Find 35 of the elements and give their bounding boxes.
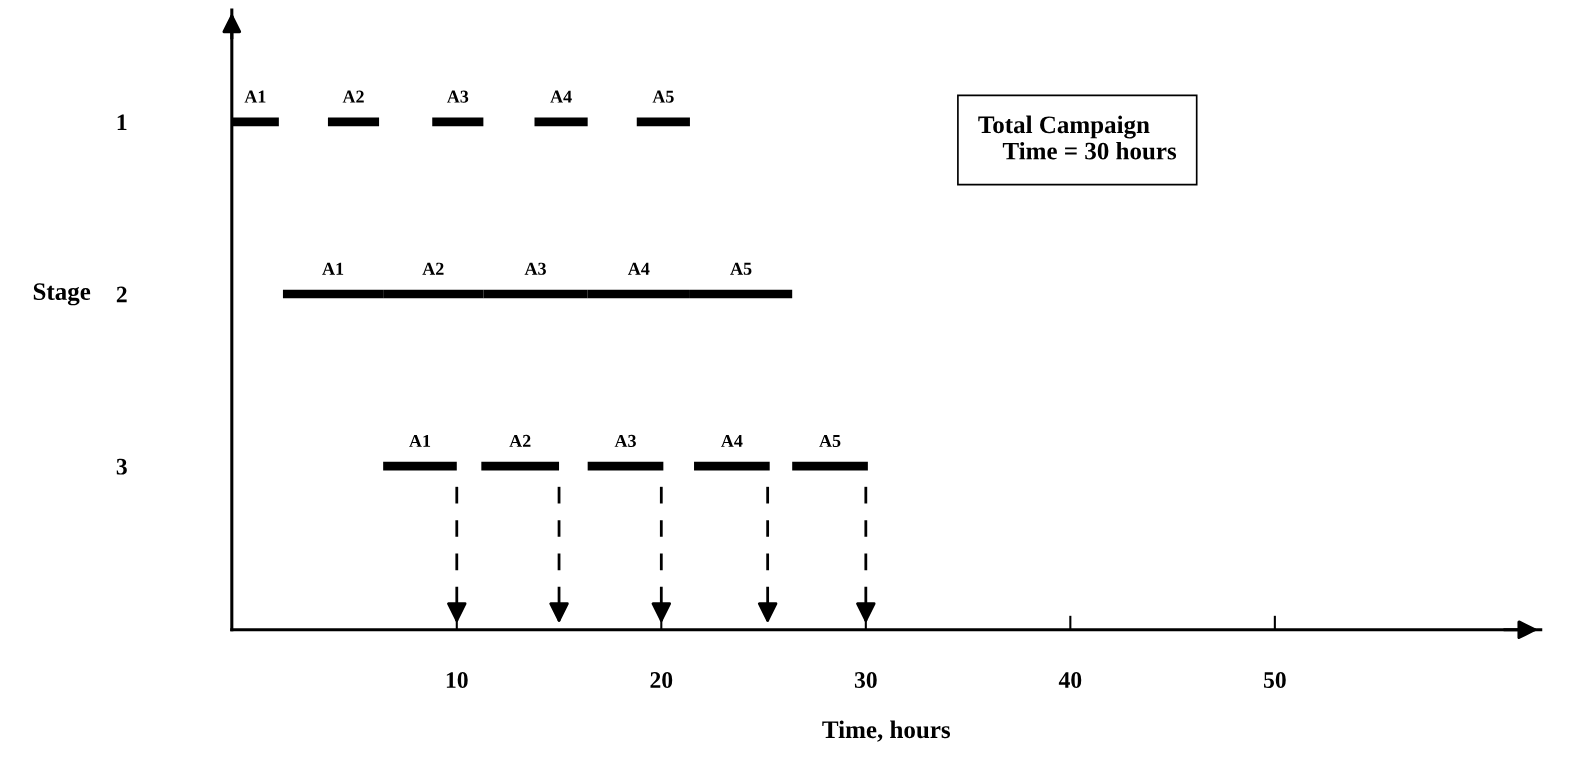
bar xyxy=(587,461,664,471)
x-tick-label: 10 xyxy=(446,672,468,688)
bar xyxy=(327,117,380,127)
text: A3 xyxy=(614,434,636,447)
text: A4 xyxy=(550,90,572,103)
bar xyxy=(534,117,588,127)
bar xyxy=(694,461,770,471)
y-tick-label: 3 xyxy=(116,458,127,475)
text: A3 xyxy=(446,90,469,103)
x-tick-label: 50 xyxy=(1264,672,1286,688)
text: A5 xyxy=(819,434,841,447)
y-axis-title: Stage xyxy=(33,283,91,306)
text: A1 xyxy=(409,434,431,447)
bar xyxy=(432,117,484,127)
text: A2 xyxy=(509,434,531,447)
series-label: A3 xyxy=(524,262,546,275)
bar xyxy=(636,117,690,127)
series-label: A1 xyxy=(322,262,344,275)
x-tick-label: 20 xyxy=(650,672,673,688)
text: A5 xyxy=(652,90,674,103)
x-tick-label: 30 xyxy=(854,672,877,688)
y-tick-label: 1 xyxy=(117,114,127,131)
series-label: A2 xyxy=(422,262,444,275)
x-tick-label: 40 xyxy=(1058,672,1082,688)
text: A4 xyxy=(721,434,743,447)
annotation: Total Campaign Time = 30 hours xyxy=(978,115,1177,160)
bar xyxy=(792,461,868,471)
y-tick-label: 2 xyxy=(116,286,127,303)
series-label: A4 xyxy=(627,262,650,275)
bar xyxy=(481,461,560,471)
text: A1 xyxy=(244,90,266,103)
series-label: A5 xyxy=(730,262,752,275)
x-axis-title: Time, hours xyxy=(822,720,951,742)
bar xyxy=(383,461,457,471)
text: A2 xyxy=(342,90,364,103)
